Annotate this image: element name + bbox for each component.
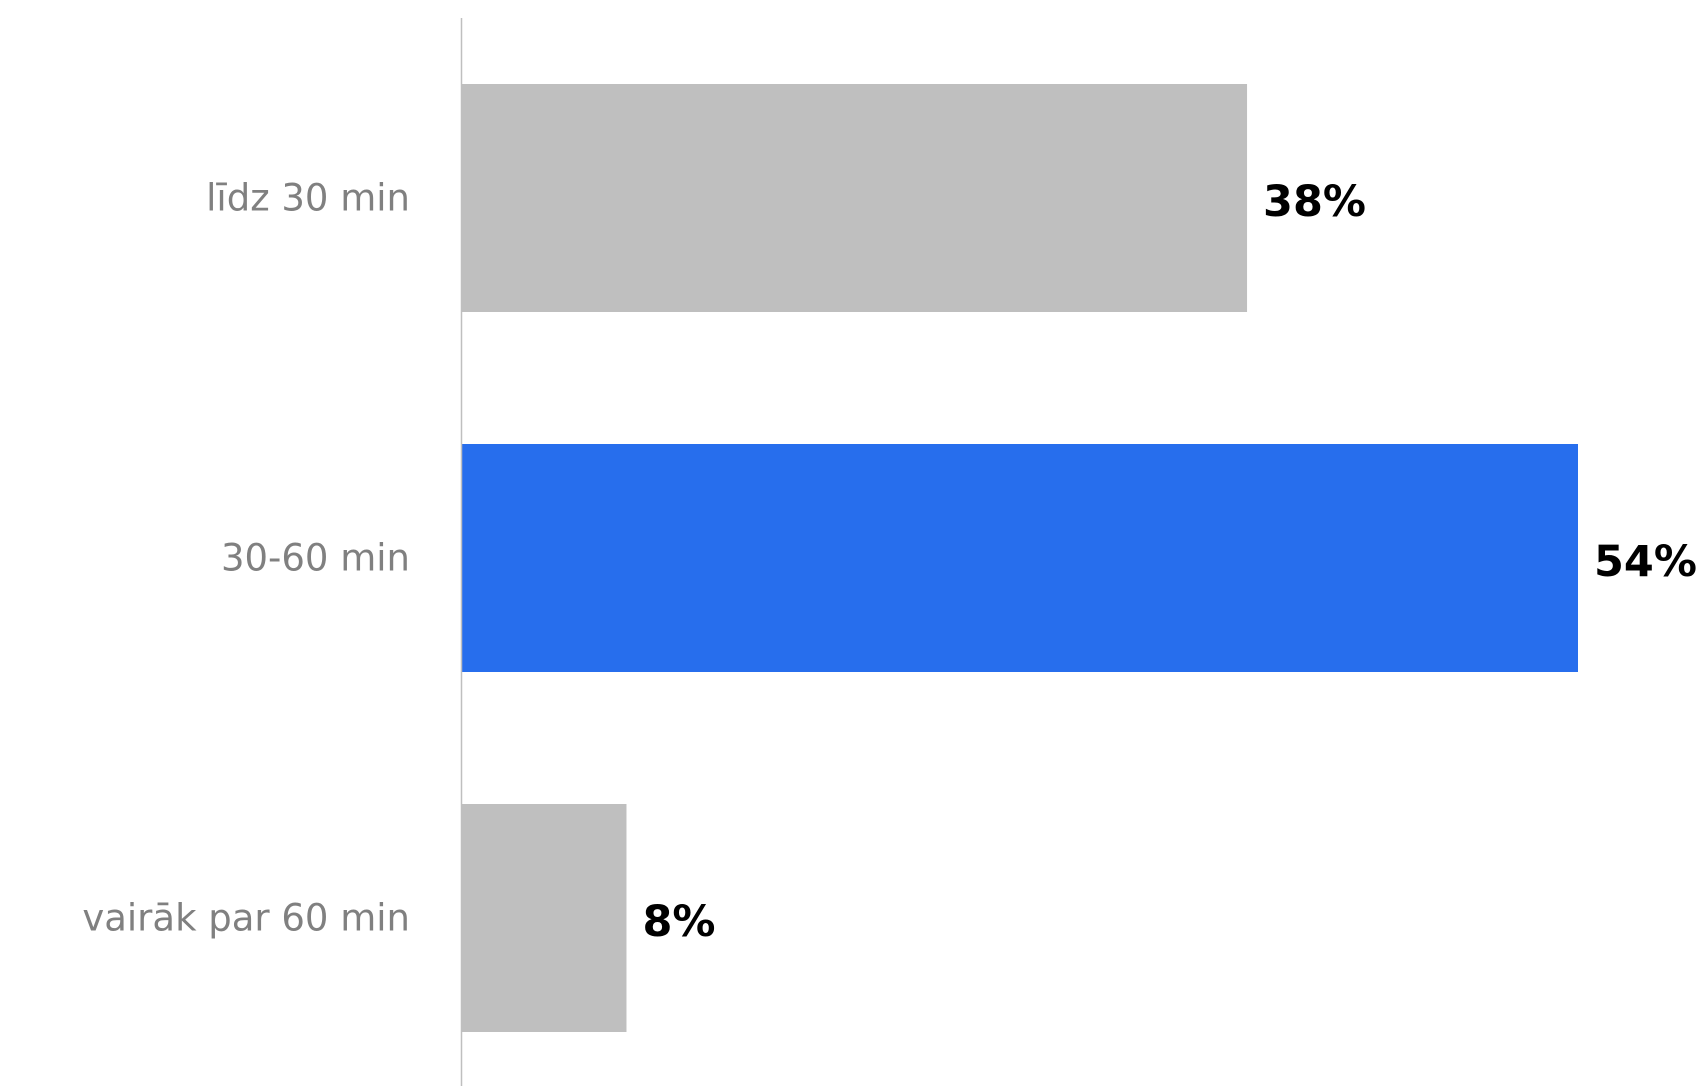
bars-layer	[461, 84, 1578, 1032]
value-label-0: 38%	[1263, 177, 1366, 227]
bar-1	[461, 444, 1578, 672]
bar-2	[461, 804, 627, 1032]
value-label-1: 54%	[1594, 537, 1697, 587]
bar-0	[461, 84, 1248, 312]
value-label-2: 8%	[642, 897, 715, 947]
category-label-0: līdz 30 min	[206, 177, 410, 220]
category-label-1: 30-60 min	[221, 537, 410, 580]
labels-layer: līdz 30 min 38% 30-60 min 54% vairāk par 60 …	[82, 177, 1697, 948]
category-label-2: vairāk par 60 min	[82, 897, 410, 940]
